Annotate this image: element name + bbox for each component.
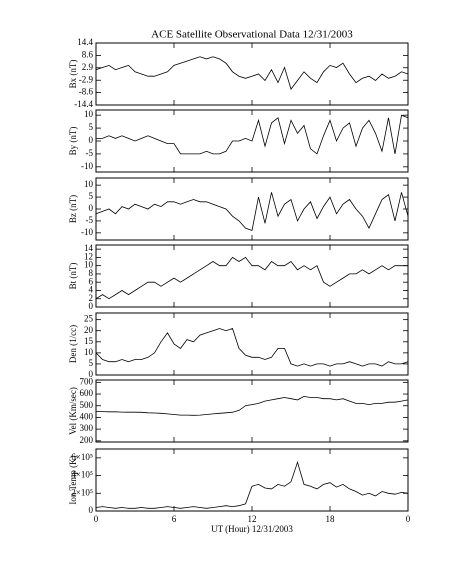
chart-title: ACE Satellite Observational Data 12/31/2…: [151, 29, 353, 41]
y-axis-label: Bt (nT): [68, 263, 78, 290]
y-tick-label: 10: [84, 109, 94, 119]
panel-frame: [95, 379, 409, 443]
y-tick-label: 0: [89, 369, 94, 379]
y-axis-label: Den (1/cc): [68, 325, 78, 363]
y-tick-label: 8: [89, 268, 94, 278]
y-tick-label: 10: [84, 260, 94, 270]
y-tick-label: 400: [80, 411, 94, 421]
y-tick-label: -2.9: [79, 74, 94, 84]
y-tick-label: 2: [89, 293, 94, 303]
y-axis-label: Ion Temp (K): [68, 455, 78, 504]
y-tick-label: 14: [84, 243, 94, 253]
y-tick-label: -10: [81, 161, 93, 171]
data-line: [95, 256, 408, 300]
y-tick-label: 500: [80, 400, 94, 410]
x-tick-label: 6: [172, 514, 177, 524]
x-tick-label: 0: [406, 514, 411, 524]
y-tick-label: 12: [84, 251, 93, 261]
y-tick-label: 0: [89, 505, 94, 515]
y-tick-label: 0: [89, 203, 94, 213]
y-tick-label: 700: [80, 376, 94, 386]
y-tick-label: 20: [84, 325, 94, 335]
y-tick-label: 15: [84, 336, 94, 346]
y-tick-label: 6×10⁵: [71, 452, 93, 462]
data-line: [95, 56, 409, 90]
data-line: [95, 460, 409, 509]
y-tick-label: 600: [80, 388, 94, 398]
y-tick-label: -8.6: [79, 87, 94, 97]
y-tick-label: 8.6: [82, 50, 94, 60]
x-tick-label: 0: [94, 514, 99, 524]
panel-frame: [95, 448, 409, 512]
y-tick-label: 5: [89, 122, 94, 132]
y-tick-label: -14.4: [74, 99, 93, 109]
y-tick-label: 6: [89, 276, 94, 286]
y-tick-label: 5: [89, 191, 94, 201]
y-tick-label: 0: [89, 301, 94, 311]
y-tick-label: 200: [80, 435, 94, 445]
data-line: [96, 395, 409, 416]
y-tick-label: 0: [89, 135, 94, 145]
y-axis-label: Vel (Km/sec): [68, 387, 78, 435]
y-tick-label: 4: [89, 285, 94, 295]
y-tick-label: -5: [86, 148, 94, 158]
data-line: [95, 327, 409, 367]
panel-frame: [95, 244, 409, 308]
y-tick-label: 2×10⁵: [71, 487, 93, 497]
y-tick-label: 10: [84, 179, 94, 189]
data-line: [95, 192, 409, 232]
y-tick-label: -5: [86, 215, 94, 225]
x-tick-label: 18: [326, 514, 336, 524]
y-axis-label: By (nT): [68, 127, 78, 156]
x-axis-label: UT (Hour) 12/31/2003: [211, 524, 293, 534]
x-tick-label: 12: [248, 514, 257, 524]
y-tick-label: 10: [84, 347, 94, 357]
y-tick-label: 2.9: [82, 62, 94, 72]
y-axis-label: Bz (nT): [68, 195, 78, 223]
y-tick-label: 300: [80, 423, 94, 433]
y-tick-label: 14.4: [77, 37, 93, 47]
panel-frame: [95, 42, 409, 106]
data-line: [96, 114, 409, 155]
y-tick-label: -10: [81, 227, 93, 237]
y-axis-label: Bx (nT): [68, 60, 78, 89]
y-tick-label: 25: [84, 314, 94, 324]
y-tick-label: 5: [89, 358, 94, 368]
y-tick-label: 4×10⁵: [71, 470, 93, 480]
